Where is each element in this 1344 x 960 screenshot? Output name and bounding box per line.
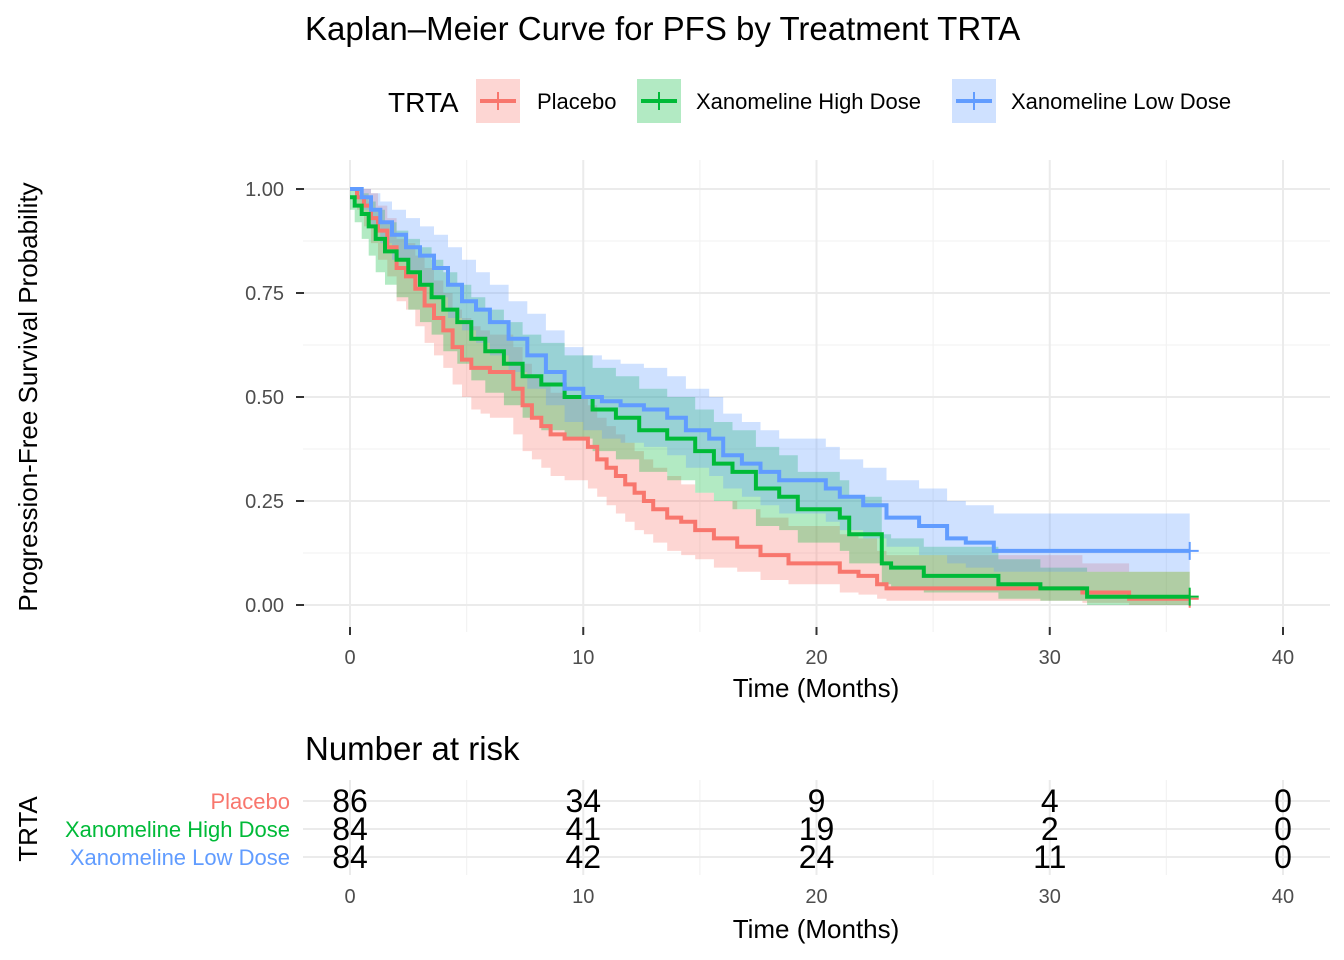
risk-count: 0 <box>1274 783 1292 819</box>
risk-table-title: Number at risk <box>305 730 520 767</box>
risk-count: 19 <box>799 811 835 847</box>
legend-label: Xanomeline Low Dose <box>1011 89 1231 114</box>
legend-title: TRTA <box>388 87 459 118</box>
risk-x-tick-label: 40 <box>1272 886 1294 908</box>
legend-item-xanomeline-high-dose: Xanomeline High Dose <box>637 79 921 123</box>
risk-count: 42 <box>565 839 601 875</box>
confidence-bands <box>350 189 1190 605</box>
risk-table-x-label: Time (Months) <box>733 914 900 944</box>
risk-row-xanomeline-high-dose: Xanomeline High Dose 84 41 19 2 0 <box>65 811 1292 847</box>
risk-strata-label: Xanomeline High Dose <box>65 817 290 842</box>
y-tick-label: 0.25 <box>245 491 284 513</box>
main-axes: 0.00 0.25 0.50 0.75 1.00 0 10 20 30 40 <box>245 179 1294 669</box>
survival-line-xanomeline-high-dose <box>350 195 1190 599</box>
risk-count: 84 <box>332 811 368 847</box>
risk-count: 11 <box>1033 839 1066 875</box>
risk-count: 84 <box>332 839 368 875</box>
risk-strata-label: Placebo <box>210 789 290 814</box>
risk-count: 9 <box>808 783 826 819</box>
risk-row-placebo: Placebo 86 34 9 4 0 <box>210 783 1291 819</box>
risk-count: 4 <box>1041 783 1059 819</box>
legend: TRTA Placebo Xanomeline High Dose Xanomeli… <box>388 79 1231 123</box>
censor-mark-xanomeline-high-dose <box>1180 587 1199 606</box>
x-tick-label: 40 <box>1272 647 1294 669</box>
risk-table-grid <box>303 780 1330 875</box>
x-tick-label: 30 <box>1039 647 1061 669</box>
legend-label: Placebo <box>537 89 617 114</box>
legend-label: Xanomeline High Dose <box>696 89 921 114</box>
x-tick-label: 20 <box>805 647 827 669</box>
x-axis-label: Time (Months) <box>733 673 900 703</box>
survival-line-placebo <box>350 187 1190 601</box>
survival-curves <box>350 187 1199 608</box>
risk-x-tick-label: 10 <box>572 886 594 908</box>
y-tick-label: 0.50 <box>245 387 284 409</box>
risk-count: 86 <box>332 783 368 819</box>
legend-item-xanomeline-low-dose: Xanomeline Low Dose <box>952 79 1231 123</box>
x-tick-label: 0 <box>344 647 355 669</box>
ci-band-xanomeline-high-dose <box>350 189 1190 605</box>
x-tick-label: 10 <box>572 647 594 669</box>
risk-count: 34 <box>565 783 601 819</box>
risk-x-tick-label: 20 <box>805 886 827 908</box>
risk-x-tick-label: 30 <box>1039 886 1061 908</box>
risk-count: 2 <box>1041 811 1059 847</box>
main-plot-grid <box>303 160 1330 632</box>
risk-strata-label: Xanomeline Low Dose <box>70 845 290 870</box>
ci-band-placebo <box>350 189 1190 605</box>
risk-count: 0 <box>1274 811 1292 847</box>
risk-count: 41 <box>565 811 601 847</box>
chart-title: Kaplan–Meier Curve for PFS by Treatment … <box>305 10 1020 47</box>
y-tick-label: 0.00 <box>245 595 284 617</box>
legend-item-placebo: Placebo <box>476 79 617 123</box>
risk-count: 24 <box>799 839 835 875</box>
y-tick-label: 0.75 <box>245 283 284 305</box>
risk-table-y-label: TRTA <box>13 796 43 862</box>
censor-mark-xanomeline-low-dose <box>1180 541 1199 560</box>
ci-band-xanomeline-low-dose <box>350 189 1190 572</box>
y-tick-label: 1.00 <box>245 179 284 201</box>
risk-row-xanomeline-low-dose: Xanomeline Low Dose 84 42 24 11 0 <box>70 839 1292 875</box>
y-axis-label: Progression-Free Survival Probability <box>13 182 43 611</box>
risk-count: 0 <box>1274 839 1292 875</box>
risk-x-tick-label: 0 <box>344 886 355 908</box>
survival-line-xanomeline-low-dose <box>350 187 1190 553</box>
